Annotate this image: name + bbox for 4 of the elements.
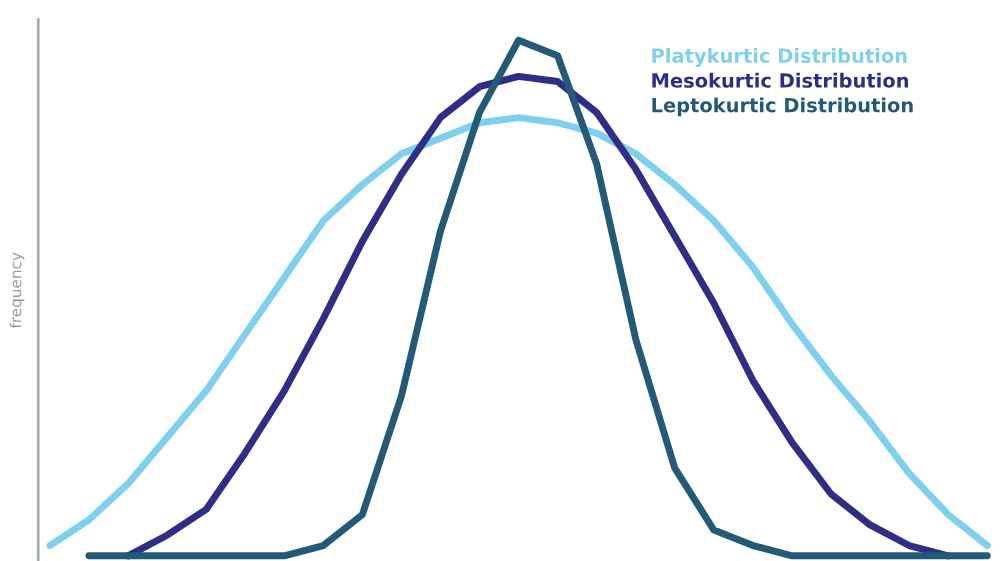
text: Platykurtic Distribution <box>652 47 907 67</box>
text: Leptokurtic Distribution <box>652 97 913 117</box>
text: Mesokurtic Distribution <box>652 72 909 88</box>
y-axis-title: frequency <box>9 252 25 329</box>
